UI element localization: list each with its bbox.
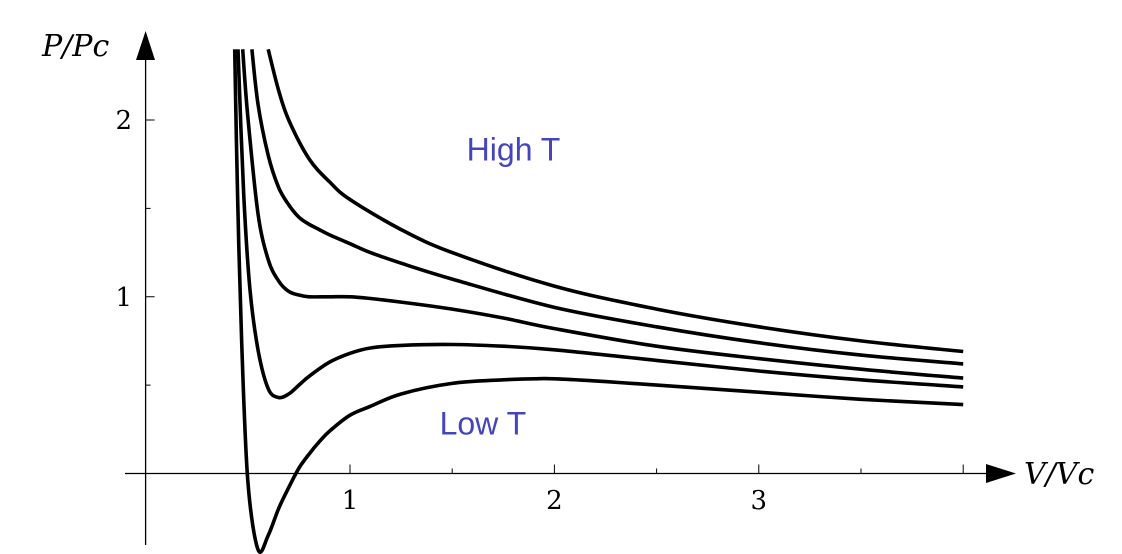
curves bbox=[232, 48, 964, 554]
y-tick-label: 2 bbox=[115, 106, 132, 136]
low-t-annotation: Low T bbox=[440, 406, 527, 442]
labels: 1 2 3 1 2 V/Vc P/Pc High T Low T bbox=[41, 29, 1094, 516]
isotherm-line-4 bbox=[250, 49, 964, 366]
isotherm-line-3 bbox=[240, 49, 964, 380]
x-tick-label: 2 bbox=[546, 486, 563, 516]
y-axis-label: P/Pc bbox=[41, 29, 109, 64]
x-axis-label: V/Vc bbox=[1024, 457, 1094, 492]
y-tick-label: 1 bbox=[115, 283, 132, 313]
x-tick-label: 3 bbox=[751, 486, 768, 516]
high-t-annotation: High T bbox=[467, 132, 561, 168]
axes bbox=[125, 31, 1016, 545]
isotherm-line-5 bbox=[266, 48, 964, 354]
y-axis-arrow-icon bbox=[136, 31, 155, 60]
ticks bbox=[145, 119, 964, 474]
x-tick-label: 1 bbox=[342, 486, 359, 516]
x-axis-arrow-icon bbox=[986, 464, 1016, 483]
isotherm-line-1 bbox=[232, 49, 964, 554]
isotherm-line-2 bbox=[236, 49, 964, 400]
